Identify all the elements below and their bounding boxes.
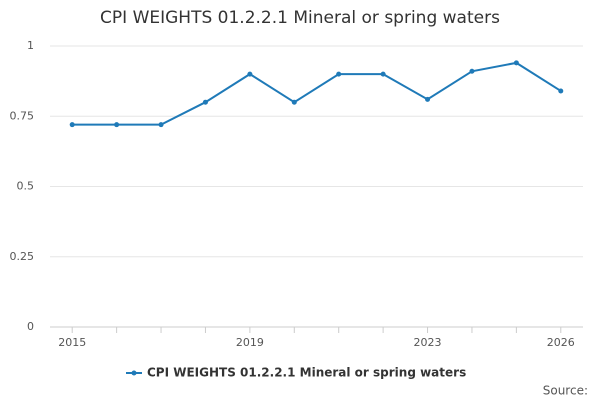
series-line [72, 61, 562, 126]
data-point [247, 71, 253, 77]
data-point [69, 122, 75, 128]
chart-title: CPI WEIGHTS 01.2.2.1 Mineral or spring w… [100, 8, 500, 28]
data-point [291, 99, 297, 105]
y-tick-label: 0.75 [10, 109, 35, 122]
data-point [114, 122, 120, 128]
x-tick-label: 2019 [236, 336, 264, 349]
data-point [336, 71, 342, 77]
data-point [425, 96, 431, 102]
legend-marker [131, 370, 137, 376]
source-label: Source: [543, 384, 588, 398]
y-tick-label: 1 [27, 39, 34, 52]
data-point [558, 88, 564, 94]
y-tick-label: 0.5 [17, 180, 35, 193]
y-tick-label: 0.25 [10, 250, 35, 263]
x-tick-label: 2023 [414, 336, 442, 349]
y-tick-label: 0 [27, 320, 34, 333]
data-point [202, 99, 208, 105]
data-point [513, 60, 519, 66]
data-point [469, 68, 475, 74]
legend-label: CPI WEIGHTS 01.2.2.1 Mineral or spring w… [147, 366, 466, 380]
x-tick-label: 2026 [547, 336, 575, 349]
x-tick-label: 2015 [58, 336, 86, 349]
data-point [158, 122, 164, 128]
data-point [380, 71, 386, 77]
